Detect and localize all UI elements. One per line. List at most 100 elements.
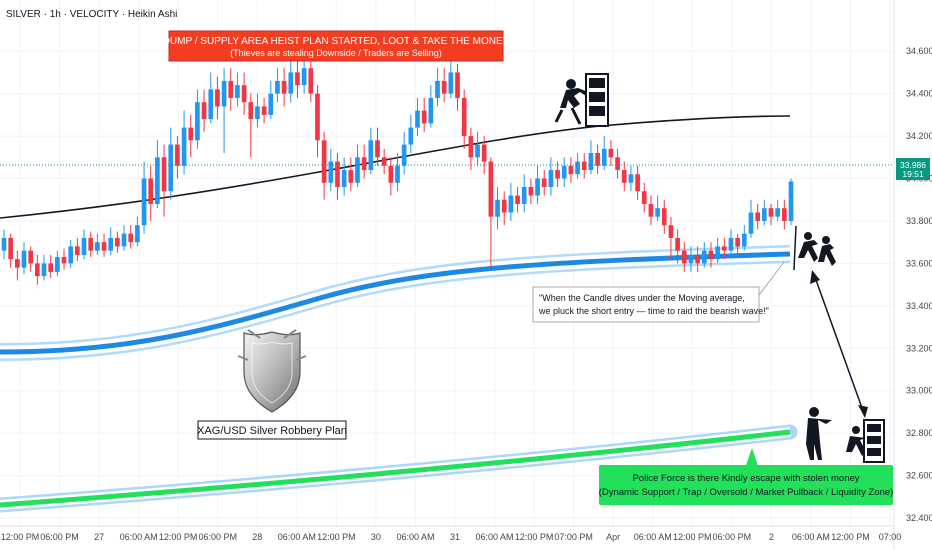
candle-82 (548, 157, 554, 196)
last-price-countdown: 19:51 (902, 169, 924, 179)
candle-60 (401, 131, 407, 175)
candle-18 (121, 225, 127, 251)
support-line2: (Dynamic Support / Trap / Oversold / Mar… (599, 487, 894, 498)
candle-56 (375, 127, 380, 166)
candle-118 (788, 178, 794, 226)
candle-30 (201, 89, 207, 132)
candle-69 (461, 89, 467, 149)
candle-89 (595, 144, 600, 175)
candle-46 (308, 59, 314, 103)
candle-90 (601, 136, 607, 171)
candle-43 (288, 59, 294, 103)
candle-4 (28, 246, 34, 272)
x-tick-label-13: 12:00 PM (515, 532, 554, 542)
support-line1: Police Force is there Kindly escape with… (632, 473, 859, 484)
candle-86 (575, 153, 580, 179)
candle-3 (21, 242, 27, 274)
candle-11 (75, 237, 80, 262)
candle-93 (621, 161, 627, 192)
candle-104 (695, 246, 700, 272)
candle-52 (348, 157, 354, 192)
candle-29 (195, 89, 200, 149)
candle-116 (775, 199, 780, 221)
candle-37 (248, 93, 254, 158)
candle-44 (295, 59, 300, 98)
x-tick-label-12: 06:00 AM (476, 532, 514, 542)
candle-88 (588, 140, 594, 175)
candles (1, 55, 794, 285)
candle-17 (115, 231, 120, 253)
candle-105 (701, 242, 707, 268)
candle-13 (88, 231, 94, 258)
thief-with-loot-icon (554, 73, 609, 127)
candle-1 (8, 233, 14, 268)
candle-72 (481, 136, 487, 175)
x-tick-label-22: 07:00 (879, 532, 902, 542)
candle-2 (15, 250, 20, 281)
candle-35 (235, 72, 240, 107)
candle-103 (688, 246, 694, 272)
x-tick-label-14: 07:00 PM (554, 532, 593, 542)
candle-102 (681, 242, 687, 272)
candle-16 (108, 227, 114, 255)
candle-23 (155, 140, 160, 209)
candle-6 (41, 254, 47, 281)
x-tick-label-18: 06:00 PM (713, 532, 752, 542)
x-tick-label-4: 12:00 PM (159, 532, 198, 542)
candle-33 (221, 68, 227, 154)
last-price-tag: 33.986 19:51 (896, 158, 930, 180)
candle-21 (141, 161, 147, 234)
note-line2: we pluck the short entry — time to raid … (538, 306, 769, 316)
candle-49 (328, 148, 334, 192)
candle-77 (515, 187, 520, 213)
candle-34 (228, 68, 234, 111)
candle-115 (768, 203, 774, 226)
candle-107 (715, 237, 720, 264)
x-tick-label-20: 06:00 AM (792, 532, 830, 542)
y-tick-label-0: 34.600 (906, 46, 932, 56)
candle-47 (315, 85, 320, 158)
candle-114 (761, 199, 767, 226)
candle-32 (215, 76, 220, 120)
banner-line1: DUMP / SUPPLY AREA HEIST PLAN STARTED, L… (163, 36, 510, 47)
candle-42 (281, 68, 287, 107)
candle-57 (381, 148, 387, 175)
last-price-value: 33.986 (900, 160, 926, 170)
x-tick-label-2: 27 (94, 532, 104, 542)
candle-99 (661, 199, 667, 234)
candle-7 (48, 254, 54, 279)
x-tick-label-11: 31 (450, 532, 460, 542)
candle-14 (95, 233, 100, 255)
symbol-header: SILVER · 1h · VELOCITY · Heikin Ashi (6, 9, 177, 20)
time-axis: 12:00 PM 06:00 PM 27 06:00 AM 12:00 PM 06:00 … (1, 532, 902, 542)
x-tick-label-6: 28 (252, 532, 262, 542)
x-tick-label-0: 12:00 PM (1, 532, 40, 542)
candle-45 (301, 55, 307, 94)
candle-91 (608, 140, 614, 166)
candle-84 (561, 157, 567, 188)
y-tick-label-2: 34.200 (906, 131, 932, 141)
y-tick-label-1: 34.400 (906, 89, 932, 99)
candle-8 (55, 250, 60, 277)
candle-15 (101, 233, 107, 258)
candle-80 (535, 165, 540, 204)
candle-36 (241, 72, 247, 115)
candle-27 (181, 110, 187, 175)
y-tick-label-11: 32.400 (906, 513, 932, 523)
candle-97 (648, 195, 654, 226)
candle-24 (161, 144, 167, 217)
y-tick-label-9: 32.800 (906, 428, 932, 438)
logo-caption: XAG/USD Silver Robbery Plan (197, 420, 347, 440)
candle-64 (428, 85, 434, 128)
x-tick-label-3: 06:00 AM (120, 532, 158, 542)
candle-12 (81, 229, 87, 260)
support-box: Police Force is there Kindly escape with… (599, 448, 894, 505)
candle-66 (441, 68, 447, 103)
candle-31 (208, 72, 214, 124)
x-tick-label-9: 30 (371, 532, 381, 542)
candle-19 (128, 225, 134, 249)
strategy-note: "When the Candle dives under the Moving … (532, 261, 785, 323)
candle-106 (708, 242, 714, 268)
candle-5 (35, 254, 40, 285)
